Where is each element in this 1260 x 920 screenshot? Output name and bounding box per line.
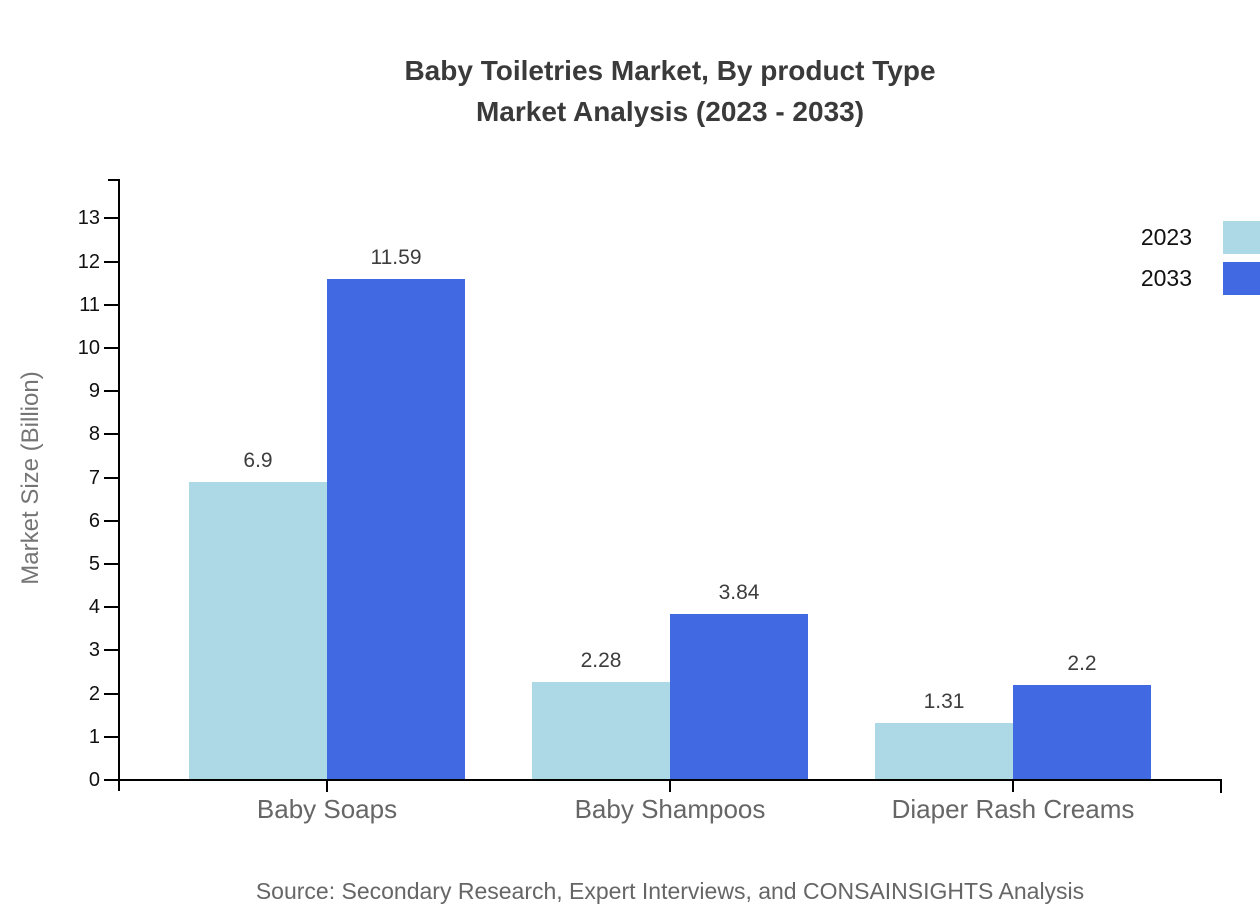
y-tick (104, 779, 119, 781)
x-category-label: Baby Shampoos (574, 794, 766, 824)
y-tick-label: 11 (79, 293, 100, 316)
y-tick (104, 260, 119, 263)
bar (327, 279, 465, 780)
bar (189, 482, 327, 780)
y-tick-label: 5 (88, 553, 100, 575)
bar (532, 682, 670, 780)
y-tick (104, 433, 119, 436)
y-tick (104, 563, 119, 565)
legend-swatch-2033 (1223, 262, 1260, 295)
y-tick-label: 12 (77, 250, 100, 273)
chart-title: Baby Toiletries Market, By product Type … (80, 50, 1260, 132)
y-tick (104, 649, 119, 652)
y-tick (104, 519, 119, 522)
x-category-label: Diaper Rash Creams (891, 794, 1135, 824)
bar-value-label: 11.59 (370, 246, 422, 269)
source-attribution: Source: Secondary Research, Expert Inter… (255, 878, 1085, 904)
y-axis-title: Market Size (Billion) (17, 371, 44, 585)
bar (1013, 685, 1151, 780)
x-tick (669, 780, 671, 792)
x-tick (1012, 780, 1014, 792)
y-tick-label: 8 (88, 423, 100, 446)
y-tick (104, 735, 119, 738)
bar (875, 723, 1013, 780)
y-tick (104, 606, 119, 609)
y-tick-label: 9 (88, 380, 100, 403)
y-tick-label: 6 (88, 509, 100, 532)
y-tick (104, 692, 119, 695)
y-tick-label: 13 (77, 207, 100, 230)
legend-swatch-2023 (1223, 221, 1260, 254)
bar (670, 614, 808, 780)
bar-value-label: 2.28 (580, 649, 622, 672)
legend-label-2023: 2023 (1140, 224, 1192, 250)
y-tick-label: 2 (88, 682, 100, 705)
bar-value-label: 3.84 (718, 581, 760, 604)
bar-value-label: 1.31 (923, 690, 965, 713)
y-tick (104, 347, 119, 349)
y-tick (104, 390, 119, 393)
x-tick (326, 780, 328, 792)
bar-value-label: 2.2 (1067, 652, 1097, 675)
bar-value-label: 6.9 (243, 449, 273, 472)
y-tick-label: 1 (88, 725, 100, 748)
y-tick-label: 10 (77, 337, 100, 359)
y-tick (104, 303, 119, 306)
chart-title-line2: Market Analysis (2023 - 2033) (475, 96, 865, 127)
y-axis-top-cap (108, 179, 120, 181)
y-tick-label: 0 (88, 769, 100, 791)
y-tick (104, 476, 119, 479)
y-tick-label: 4 (88, 596, 100, 619)
x-category-label: Baby Soaps (256, 794, 398, 824)
x-axis-end-cap (1220, 779, 1222, 793)
chart-title-line1: Baby Toiletries Market, By product Type (404, 55, 936, 86)
x-axis-line (107, 779, 1222, 781)
y-tick-label: 3 (88, 639, 100, 662)
y-axis-line (118, 180, 120, 791)
legend-label-2033: 2033 (1140, 265, 1192, 291)
y-tick-label: 7 (88, 466, 100, 489)
y-tick (104, 217, 119, 220)
